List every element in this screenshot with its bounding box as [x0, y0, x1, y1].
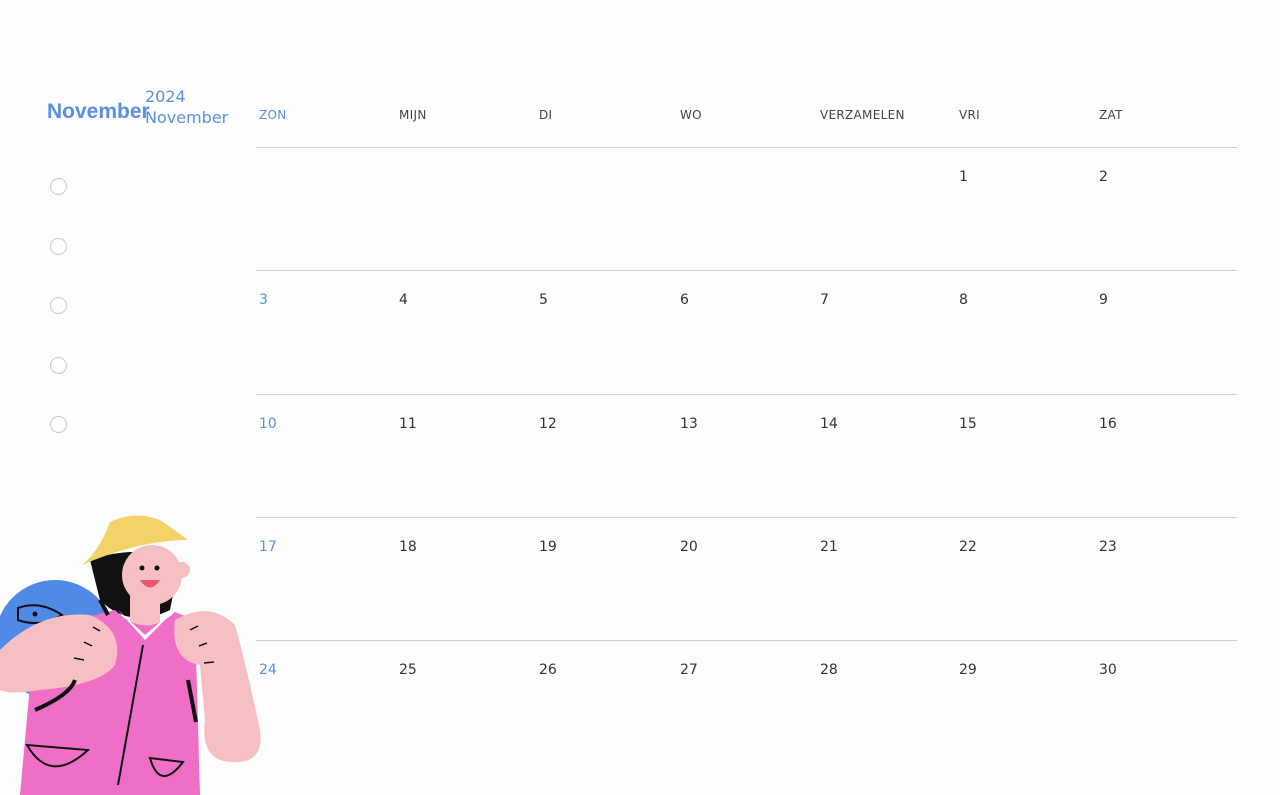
checklist-checkbox[interactable] — [50, 237, 67, 255]
day-cell[interactable]: 3 — [259, 292, 268, 308]
day-cell[interactable]: 10 — [259, 416, 277, 432]
checklist-checkbox[interactable] — [50, 356, 67, 374]
week-divider — [256, 517, 1237, 518]
weekday-header: MIJN — [399, 108, 427, 122]
week-divider — [256, 270, 1237, 271]
day-cell[interactable]: 28 — [820, 662, 838, 678]
day-cell[interactable]: 27 — [680, 662, 698, 678]
month-title: November — [47, 100, 150, 123]
traveler-illustration — [0, 515, 261, 795]
day-cell[interactable]: 5 — [539, 292, 548, 308]
month-subtitle: November — [145, 108, 229, 127]
day-cell[interactable]: 1 — [959, 169, 968, 185]
weekday-header: WO — [680, 108, 702, 122]
weekday-header: VRI — [959, 108, 980, 122]
day-cell[interactable]: 9 — [1099, 292, 1108, 308]
day-cell[interactable]: 4 — [399, 292, 408, 308]
day-cell[interactable]: 7 — [820, 292, 829, 308]
weekday-header: VERZAMELEN — [820, 108, 905, 122]
day-cell[interactable]: 20 — [680, 539, 698, 555]
day-cell[interactable]: 22 — [959, 539, 977, 555]
day-cell[interactable]: 30 — [1099, 662, 1117, 678]
day-cell[interactable]: 25 — [399, 662, 417, 678]
checklist-checkbox[interactable] — [50, 178, 67, 195]
week-divider — [256, 394, 1237, 395]
day-cell[interactable]: 16 — [1099, 416, 1117, 432]
weekday-header: ZAT — [1099, 108, 1123, 122]
day-cell[interactable]: 11 — [399, 416, 417, 432]
checklist-checkbox[interactable] — [50, 297, 67, 314]
day-cell[interactable]: 12 — [539, 416, 557, 432]
day-cell[interactable]: 6 — [680, 292, 689, 308]
day-cell[interactable]: 18 — [399, 539, 417, 555]
day-cell[interactable]: 29 — [959, 662, 977, 678]
day-cell[interactable]: 19 — [539, 539, 557, 555]
year-label: 2024 — [145, 87, 186, 106]
day-cell[interactable]: 17 — [259, 539, 277, 555]
day-cell[interactable]: 14 — [820, 416, 838, 432]
day-cell[interactable]: 23 — [1099, 539, 1117, 555]
weekday-header: DI — [539, 108, 553, 122]
checklist-checkbox[interactable] — [50, 416, 67, 433]
weekday-header: ZON — [259, 108, 287, 122]
week-divider — [256, 640, 1237, 641]
week-divider — [256, 147, 1237, 148]
day-cell[interactable]: 24 — [259, 662, 277, 678]
day-cell[interactable]: 26 — [539, 662, 557, 678]
day-cell[interactable]: 8 — [959, 292, 968, 308]
day-cell[interactable]: 15 — [959, 416, 977, 432]
day-cell[interactable]: 2 — [1099, 169, 1108, 185]
day-cell[interactable]: 13 — [680, 416, 698, 432]
day-cell[interactable]: 21 — [820, 539, 838, 555]
